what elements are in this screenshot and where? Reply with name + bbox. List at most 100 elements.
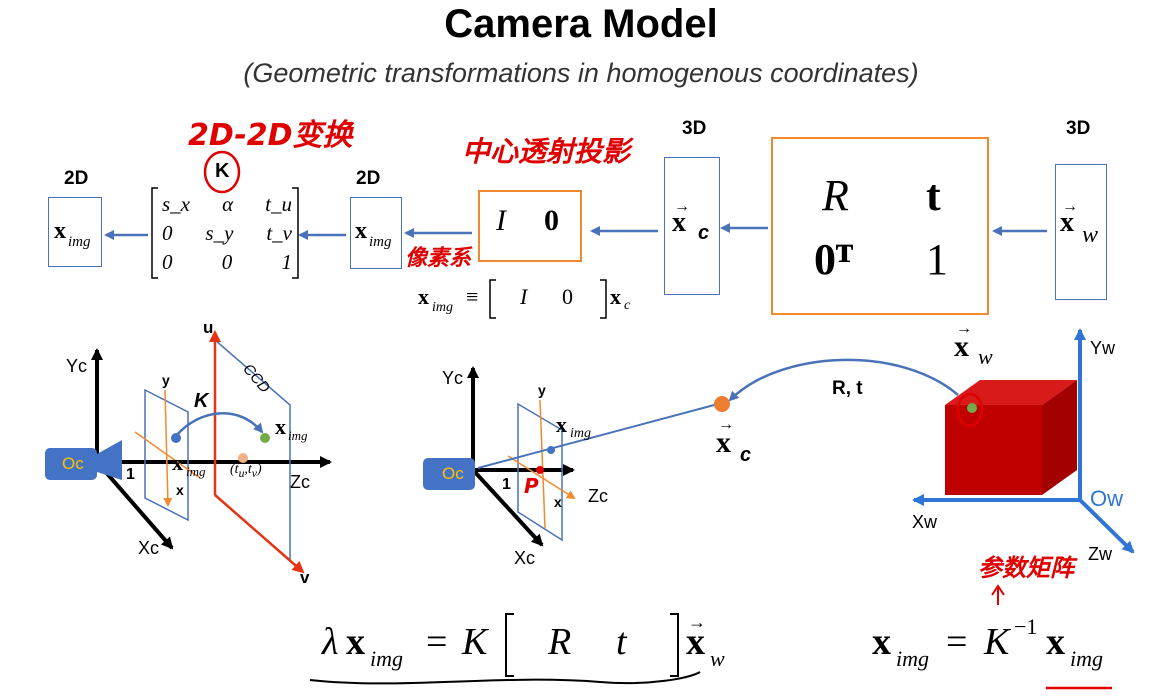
left-camera-body: [45, 448, 97, 480]
inv-eq-exp: −1: [1014, 614, 1038, 639]
xw-sub: w: [1082, 222, 1099, 248]
main-eq-R: R: [548, 621, 572, 663]
mid-one-label: 1: [502, 476, 511, 493]
ximg-prime-sub: img: [369, 234, 392, 250]
left-u-label: u: [203, 318, 214, 337]
dim-label-3d-world: 3D: [1066, 118, 1091, 139]
annotation-2d-2d-transform: 2D-2D变换: [188, 118, 353, 153]
main-eq-K: K: [462, 621, 488, 663]
vector-box-xc: [664, 157, 720, 295]
ximg-prime-symbol: x: [355, 218, 367, 244]
left-y-label: y: [162, 372, 170, 388]
left-v-label: v: [300, 568, 310, 587]
inv-eq-equals: =: [946, 621, 968, 663]
main-eq-equals: =: [426, 621, 448, 663]
proj-eq-equiv: ≡: [466, 284, 479, 309]
left-ximg-source-sub: img: [186, 464, 206, 479]
mid-oc-label: Oc: [442, 464, 464, 483]
main-eq-x: x: [346, 621, 365, 663]
K-cell: 0: [221, 250, 233, 274]
vector-box-ximg-prime: [350, 197, 402, 269]
main-eq-xw-arrow: →: [688, 612, 706, 632]
main-eq-lambda: λ: [322, 621, 339, 663]
left-oc-label: Oc: [62, 454, 84, 473]
K-label: K: [215, 160, 230, 182]
mid-P-label: P: [524, 474, 539, 498]
proj-zero: 0: [544, 204, 559, 237]
K-circle-annotation: [203, 150, 241, 194]
annotation-pixel-coord: 像素系: [405, 246, 472, 271]
main-eq-xw: x: [686, 621, 705, 663]
mid-xc-sub: c: [740, 444, 752, 466]
mid-ximg-sub: img: [570, 426, 591, 441]
left-zc-label: Zc: [290, 472, 310, 492]
proj-eq-I: I: [520, 284, 528, 309]
ximg-symbol: x: [54, 218, 66, 244]
right-zw-label: Zw: [1088, 544, 1112, 564]
main-eq-x-sub: img: [370, 646, 403, 671]
left-one-label: 1: [126, 466, 135, 483]
main-eq-xw-sub: w: [710, 646, 725, 671]
mid-xc-symbol: x: [716, 426, 731, 459]
page-subtitle: (Geometric transformations in homogenous…: [243, 58, 919, 88]
K-cell: s_x: [162, 192, 190, 216]
inv-eq-x-sub: img: [896, 646, 929, 671]
projection-matrix-box: [478, 190, 582, 262]
ext-1: 1: [926, 235, 948, 284]
inv-eq-K: K: [984, 621, 1010, 663]
proj-eq-xc-sub: c: [624, 298, 631, 313]
right-ow-label: Ow: [1090, 486, 1123, 511]
proj-eq-lhs-sub: img: [432, 300, 453, 315]
main-eq-t: t: [616, 621, 627, 663]
K-cell: s_y: [205, 221, 234, 245]
vector-box-xw: [1055, 164, 1107, 300]
inv-eq-x: x: [872, 621, 891, 663]
proj-I: I: [496, 204, 506, 237]
right-xw-sub: w: [978, 344, 993, 369]
ext-R: R: [822, 171, 849, 220]
mid-ximg-label: x: [556, 412, 567, 437]
ext-t: t: [926, 171, 941, 220]
left-ximg-target: x: [275, 414, 286, 439]
K-cell: 0: [162, 221, 173, 245]
K-cell: t_v: [266, 221, 292, 245]
xc-symbol: x: [672, 207, 686, 238]
mid-x-label: x: [554, 494, 562, 510]
K-cell: 0: [162, 250, 173, 274]
left-yc-label: Yc: [66, 356, 88, 376]
left-x-label: x: [176, 482, 184, 498]
annotation-central-projection: 中心透射投影: [462, 135, 631, 168]
K-bracket-left: [151, 187, 158, 279]
right-xw-vec-arrow: →: [956, 320, 972, 337]
ximg-sub: img: [68, 234, 91, 250]
inv-eq-xr-sub: img: [1070, 646, 1103, 671]
K-bracket-right: [292, 187, 299, 279]
left-ximg-source: x: [172, 450, 183, 475]
xw-vec-arrow: →: [1062, 198, 1078, 215]
proj-eq-zero: 0: [562, 284, 573, 309]
left-K-label: K: [194, 390, 209, 412]
mid-xc-vec-arrow: →: [718, 416, 734, 433]
right-xw-label: Xw: [912, 512, 938, 532]
dim-label-2d-left: 2D: [64, 168, 89, 189]
left-ximg-target-sub: img: [288, 428, 308, 443]
xc-sub: c: [698, 222, 710, 244]
extrinsic-matrix-box: [771, 137, 989, 315]
K-cell: t_u: [265, 192, 292, 216]
dim-label-3d-cam: 3D: [682, 118, 707, 139]
K-matrix: s_x α t_u 0 s_y t_v 0 0 1: [162, 192, 292, 279]
mid-yc-label: Yc: [442, 368, 464, 388]
annotation-intrinsic-params: 参数矩阵: [978, 554, 1074, 582]
ext-0T: 0ᵀ: [814, 235, 853, 284]
right-xw-symbol: x: [954, 330, 969, 363]
xw-symbol: x: [1060, 207, 1074, 238]
vector-box-ximg: [48, 197, 102, 267]
proj-eq-xc: x: [610, 284, 621, 309]
right-yw-label: Yw: [1090, 338, 1116, 358]
dim-label-2d-mid: 2D: [356, 168, 381, 189]
K-cell: α: [222, 192, 234, 216]
proj-eq-lhs: x: [418, 284, 429, 309]
mid-Rt-label: R, t: [832, 378, 863, 399]
mid-xc-label: Xc: [514, 548, 536, 568]
xc-vec-arrow: →: [674, 198, 690, 215]
